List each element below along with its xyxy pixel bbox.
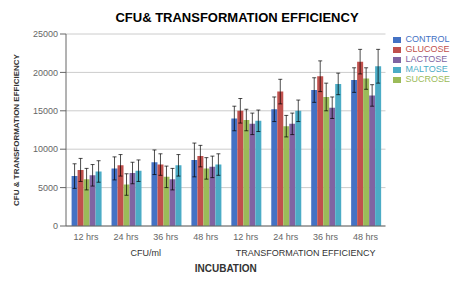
svg-text:0: 0 <box>53 221 58 231</box>
svg-text:48 hrs: 48 hrs <box>353 232 379 242</box>
html-text:LACTOSE: LACTOSE <box>405 54 448 64</box>
html-text:GLUCOSE: GLUCOSE <box>405 44 450 54</box>
svg-text:12 hrs: 12 hrs <box>73 232 99 242</box>
svg-text:TRANSFORMATION EFFICIENCY: TRANSFORMATION EFFICIENCY <box>236 248 376 258</box>
html-text:CFU& TRANSFORMATION EFFICIENCY: CFU& TRANSFORMATION EFFICIENCY <box>115 10 359 25</box>
html-text:MALTOSE: MALTOSE <box>405 64 448 74</box>
svg-text:10000: 10000 <box>33 144 58 154</box>
svg-text:12 hrs: 12 hrs <box>233 232 259 242</box>
svg-text:36 hrs: 36 hrs <box>313 232 339 242</box>
svg-text:24 hrs: 24 hrs <box>273 232 299 242</box>
svg-text:INCUBATION: INCUBATION <box>195 263 257 274</box>
svg-text:15000: 15000 <box>33 106 58 116</box>
svg-text:20000: 20000 <box>33 68 58 78</box>
svg-text:25000: 25000 <box>33 29 58 39</box>
svg-text:5000: 5000 <box>38 183 58 193</box>
svg-text:CFU & TRANSFORMATION EFFICIENC: CFU & TRANSFORMATION EFFICIENCY <box>12 53 21 206</box>
html-text:SUCROSE: SUCROSE <box>405 74 450 84</box>
html-text:CONTROL: CONTROL <box>405 34 450 44</box>
svg-text:36 hrs: 36 hrs <box>153 232 179 242</box>
svg-text:24 hrs: 24 hrs <box>113 232 139 242</box>
svg-text:CFU/ml: CFU/ml <box>131 248 162 258</box>
svg-text:48 hrs: 48 hrs <box>193 232 219 242</box>
